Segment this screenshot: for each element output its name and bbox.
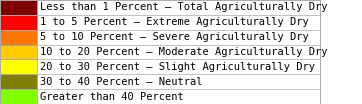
Text: Less than 1 Percent – Total Agriculturally Dry: Less than 1 Percent – Total Agricultural… xyxy=(40,2,328,12)
Text: 20 to 30 Percent – Slight Agriculturally Dry: 20 to 30 Percent – Slight Agriculturally… xyxy=(40,62,315,72)
Text: 5 to 10 Percent – Severe Agriculturally Dry: 5 to 10 Percent – Severe Agriculturally … xyxy=(40,32,309,42)
Text: 30 to 40 Percent – Neutral: 30 to 40 Percent – Neutral xyxy=(40,77,202,87)
Text: 1 to 5 Percent – Extreme Agriculturally Dry: 1 to 5 Percent – Extreme Agriculturally … xyxy=(40,17,309,27)
Bar xyxy=(0,89,37,104)
Text: Greater than 40 Percent: Greater than 40 Percent xyxy=(40,92,184,102)
Bar xyxy=(0,0,37,15)
Bar xyxy=(0,15,37,30)
Bar xyxy=(0,45,37,59)
Bar xyxy=(0,30,37,45)
Bar xyxy=(0,59,37,74)
Text: 10 to 20 Percent – Moderate Agriculturally Dry: 10 to 20 Percent – Moderate Agricultural… xyxy=(40,47,328,57)
Bar xyxy=(0,74,37,89)
